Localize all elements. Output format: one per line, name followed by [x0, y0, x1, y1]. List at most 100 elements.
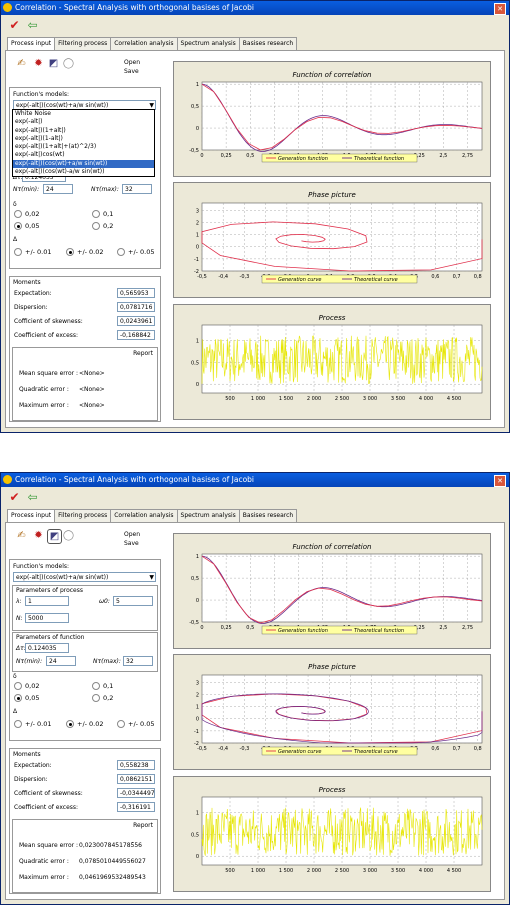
- x-tick-label: 0,6: [431, 274, 439, 280]
- save-label[interactable]: Save: [124, 68, 139, 75]
- x-tick-label: 0: [200, 625, 203, 631]
- series-line-theoretical: [201, 693, 483, 744]
- back-icon[interactable]: ⇦: [27, 18, 38, 32]
- moment-label: Dispersion:: [14, 776, 48, 783]
- model-option[interactable]: exp(-alt|)(1+alt|+(at)^2/3): [15, 143, 97, 151]
- moment-label: Expectation:: [14, 290, 52, 297]
- plot-area: [201, 674, 483, 744]
- model-option[interactable]: exp(-alt|)(1+alt|): [15, 126, 66, 134]
- delta-radio-005[interactable]: 0,05: [14, 694, 39, 702]
- moment-label: Coefficient of excess:: [14, 804, 79, 811]
- delta-radio-002[interactable]: 0,02: [14, 682, 39, 690]
- tab-process-input[interactable]: Process input: [7, 37, 56, 51]
- close-button[interactable]: ✕: [494, 3, 506, 15]
- tab-correlation[interactable]: Correlation analysis: [110, 37, 178, 50]
- Delta-radio-002[interactable]: +/- 0.02: [66, 720, 104, 728]
- x-tick-label: -0,4: [218, 274, 228, 280]
- tab-process-input[interactable]: Process input: [7, 509, 56, 523]
- y-tick-label: 0: [196, 382, 199, 388]
- tab-spectrum[interactable]: Spectrum analysis: [176, 509, 240, 522]
- delta-radio-02[interactable]: 0,2: [92, 694, 113, 702]
- moment-label: Cofficient of skewness:: [14, 318, 83, 325]
- model-option[interactable]: White Noise: [15, 110, 51, 117]
- x-tick-label: 0,6: [431, 746, 439, 752]
- settings-panel: Function's models: exp(-alt|)(cos(wt)+a/…: [9, 559, 161, 741]
- report-value: 0,0461969532489543: [79, 874, 146, 881]
- lambda-field[interactable]: 1: [25, 596, 69, 606]
- check-icon[interactable]: ✔: [9, 490, 20, 504]
- tab-filtering[interactable]: Filtering process: [54, 37, 112, 50]
- check-icon[interactable]: ✔: [9, 18, 20, 32]
- process-chart: Process 500 1 000 1 500 2 000 2 500 3 000 3 50…: [173, 776, 491, 892]
- x-tick-label: 0,25: [221, 625, 232, 631]
- save-icon[interactable]: ✹: [34, 58, 43, 69]
- Delta-radio-005[interactable]: +/- 0.05: [117, 720, 155, 728]
- legend-label: Theoretical function: [354, 628, 404, 634]
- x-tick-label: 2 500: [335, 396, 349, 402]
- chart-icon[interactable]: ◩: [48, 58, 59, 69]
- chart-title: Function of correlation: [292, 71, 372, 79]
- Delta-radio-005[interactable]: +/- 0.05: [117, 248, 155, 256]
- delta-radio-02[interactable]: 0,2: [92, 222, 113, 230]
- window-bottom: Correlation - Spectral Analysis with ort…: [0, 472, 510, 905]
- open-icon[interactable]: ✍: [17, 58, 26, 69]
- Delta-radio-001[interactable]: +/- 0.01: [14, 720, 52, 728]
- legend-box: [261, 746, 418, 756]
- nrmax-field[interactable]: 32: [123, 656, 153, 666]
- model-select[interactable]: exp(-alt|)(cos(wt)+a/w sin(wt)) ▼: [13, 572, 156, 582]
- delta-radio-002[interactable]: 0,02: [14, 210, 39, 218]
- y-tick-label: 1: [196, 338, 199, 344]
- close-button[interactable]: ✕: [494, 475, 506, 487]
- dt-field[interactable]: 0.124035: [25, 643, 69, 653]
- delta-radio-005[interactable]: 0,05: [14, 222, 39, 230]
- Delta-radio-002[interactable]: +/- 0.02: [66, 248, 104, 256]
- tab-filtering[interactable]: Filtering process: [54, 509, 112, 522]
- back-icon[interactable]: ⇦: [27, 490, 38, 504]
- model-option-selected[interactable]: exp(-alt|)(cos(wt)+a/w sin(wt)): [13, 159, 154, 169]
- w0-label: ω0:: [99, 598, 110, 605]
- params-function-box: Parameters of function Δτ: 0.124035 Nτ(m…: [12, 632, 158, 672]
- delta-radio-01[interactable]: 0,1: [92, 682, 113, 690]
- window-title: Correlation - Spectral Analysis with ort…: [15, 3, 255, 12]
- lambda-label: λ:: [16, 598, 22, 605]
- tab-correlation[interactable]: Correlation analysis: [110, 509, 178, 522]
- model-option[interactable]: exp(-alt|)(1-alt|): [15, 134, 63, 142]
- circle-icon[interactable]: ◯: [62, 530, 75, 541]
- moment-value: 0,0862151: [117, 774, 155, 784]
- process-chart: Process 500 1 000 1 500 2 000 2 500 3 000 3 50…: [173, 304, 491, 420]
- x-tick-label: 4 500: [447, 868, 461, 874]
- circle-icon[interactable]: ◯: [62, 58, 75, 69]
- phase-chart: Phase picture -0,5-0,4-0,3-0,2-0,100,10,…: [173, 654, 491, 770]
- tab-basises[interactable]: Basises research: [238, 37, 298, 50]
- report-value: <None>: [79, 370, 105, 377]
- x-tick-label: 1 000: [251, 396, 265, 402]
- open-label[interactable]: Open: [124, 59, 141, 66]
- delta-radio-01[interactable]: 0,1: [92, 210, 113, 218]
- nrmin-field[interactable]: 24: [43, 184, 73, 194]
- model-option[interactable]: exp(-alt|)(cos(wt)-a/w sin(wt)): [15, 168, 105, 176]
- x-tick-label: 3 000: [363, 396, 377, 402]
- open-label[interactable]: Open: [124, 531, 141, 538]
- legend-box: [261, 153, 418, 163]
- Delta-radio-001[interactable]: +/- 0.01: [14, 248, 52, 256]
- save-label[interactable]: Save: [124, 540, 139, 547]
- y-tick-label: 2: [196, 692, 199, 698]
- nrmin-field[interactable]: 24: [46, 656, 76, 666]
- x-tick-label: 2 000: [307, 396, 321, 402]
- report-value: 0,0785010449556027: [79, 858, 146, 865]
- x-tick-label: 0,25: [221, 153, 232, 159]
- models-label: Function's models:: [13, 91, 70, 98]
- nrmax-field[interactable]: 32: [122, 184, 152, 194]
- model-option[interactable]: exp(-alt|)cos(wt): [15, 151, 65, 159]
- model-option[interactable]: exp(-alt|): [15, 118, 43, 126]
- save-icon[interactable]: ✹: [34, 530, 43, 541]
- params-process-title: Parameters of process: [16, 587, 83, 594]
- tab-spectrum[interactable]: Spectrum analysis: [176, 37, 240, 50]
- x-tick-label: 3 500: [391, 868, 405, 874]
- n-field[interactable]: 5000: [25, 613, 69, 623]
- chart-icon[interactable]: ◩: [47, 529, 62, 544]
- report-box: Report Mean square error : <None> Quadra…: [12, 347, 158, 421]
- tab-basises[interactable]: Basises research: [238, 509, 298, 522]
- open-icon[interactable]: ✍: [17, 530, 26, 541]
- w0-field[interactable]: 5: [113, 596, 153, 606]
